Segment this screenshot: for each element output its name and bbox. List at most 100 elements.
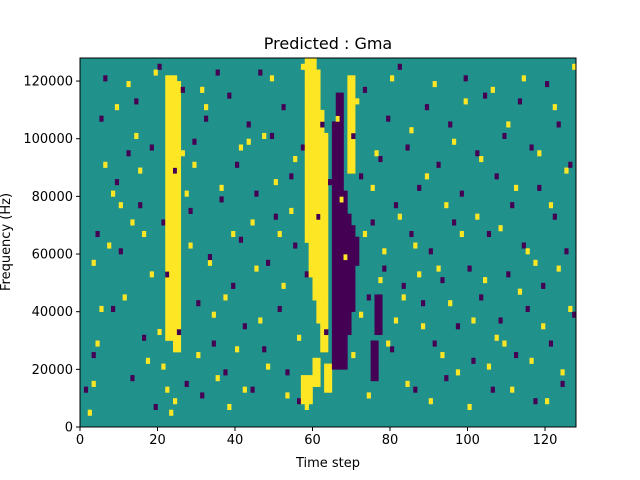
heatmap-cell-high	[169, 219, 174, 226]
heatmap-cell-low	[331, 179, 337, 186]
heatmap-cell-low	[347, 230, 352, 238]
heatmap-cell-low	[347, 288, 352, 295]
heatmap-cell-high	[324, 150, 329, 157]
heatmap-cell-high	[347, 161, 352, 168]
heatmap-cell-low	[254, 190, 259, 197]
heatmap-cell-high	[176, 179, 182, 186]
heatmap-cell-low	[192, 138, 197, 145]
heatmap-cell-low	[331, 300, 337, 307]
heatmap-cell-high	[184, 190, 189, 197]
heatmap-cell-high	[401, 294, 406, 301]
heatmap-cell-high	[300, 386, 306, 393]
heatmap-cell-high	[328, 363, 333, 370]
heatmap-cell-high	[238, 144, 244, 151]
heatmap-cell-low	[428, 248, 433, 255]
heatmap-cell-low	[331, 311, 337, 318]
heatmap-cell-high	[304, 161, 309, 168]
heatmap-cell-high	[176, 317, 182, 324]
heatmap-cell-high	[308, 392, 313, 399]
heatmap-cell-high	[165, 127, 170, 134]
heatmap-cell-high	[176, 311, 182, 318]
heatmap-cell-high	[304, 225, 309, 232]
heatmap-plot-area	[79, 57, 577, 428]
heatmap-cell-low	[347, 311, 352, 318]
heatmap-cell-high	[176, 98, 182, 105]
heatmap-cell-high	[304, 386, 309, 393]
heatmap-cell-high	[308, 380, 313, 387]
heatmap-cell-high	[304, 92, 309, 99]
y-tick-label: 40000	[32, 305, 73, 320]
heatmap-cell-high	[161, 363, 166, 370]
heatmap-cell-low	[378, 328, 383, 336]
heatmap-cell-low	[351, 271, 356, 278]
heatmap-cell-high	[320, 282, 325, 289]
heatmap-cell-high	[556, 265, 561, 272]
heatmap-cell-high	[471, 317, 476, 324]
heatmap-cell-low	[343, 230, 348, 238]
heatmap-cell-high	[316, 115, 321, 122]
heatmap-cell-high	[455, 369, 461, 376]
heatmap-cell-low	[359, 173, 364, 180]
heatmap-cell-high	[304, 179, 309, 186]
heatmap-cell-high	[475, 213, 480, 220]
heatmap-cell-low	[331, 271, 337, 278]
heatmap-cell-high	[254, 265, 259, 272]
heatmap-cell-low	[347, 294, 352, 301]
heatmap-cell-high	[316, 121, 321, 128]
heatmap-cell-low	[347, 323, 352, 330]
heatmap-cell-high	[304, 156, 309, 163]
heatmap-cell-low	[173, 167, 178, 174]
heatmap-cell-high	[312, 150, 317, 157]
heatmap-cell-low	[219, 196, 224, 203]
heatmap-cell-high	[312, 167, 317, 174]
heatmap-cell-high	[347, 127, 352, 134]
heatmap-cell-low	[331, 265, 337, 272]
heatmap-cell-low	[351, 225, 356, 232]
heatmap-cell-high	[308, 138, 313, 145]
heatmap-cell-low	[343, 202, 348, 209]
heatmap-cell-low	[339, 357, 344, 364]
heatmap-cell-high	[176, 167, 182, 174]
heatmap-cell-low	[374, 363, 379, 370]
heatmap-cell-low	[339, 346, 344, 353]
heatmap-cell-high	[165, 179, 170, 186]
heatmap-cell-high	[304, 213, 309, 220]
heatmap-cell-low	[424, 104, 430, 111]
heatmap-cell-high	[169, 334, 174, 341]
heatmap-cell-high	[304, 104, 309, 111]
heatmap-cell-low	[339, 167, 344, 174]
heatmap-cell-high	[99, 305, 104, 312]
heatmap-cell-high	[494, 334, 499, 341]
heatmap-cell-low	[331, 328, 337, 336]
heatmap-cell-low	[339, 271, 344, 278]
heatmap-cell-low	[331, 352, 337, 359]
heatmap-cell-high	[312, 161, 317, 168]
heatmap-cell-high	[320, 230, 325, 238]
heatmap-cell-high	[525, 248, 530, 255]
heatmap-cell-low	[374, 311, 379, 318]
heatmap-cell-high	[91, 259, 96, 266]
heatmap-cell-high	[169, 81, 174, 88]
heatmap-cell-high	[308, 265, 313, 272]
heatmap-cell-high	[308, 104, 313, 111]
heatmap-cell-high	[304, 115, 309, 122]
heatmap-cell-high	[165, 219, 170, 226]
heatmap-cell-high	[316, 317, 321, 324]
heatmap-cell-high	[424, 173, 430, 180]
y-tick-label: 20000	[32, 363, 73, 378]
heatmap-cell-low	[339, 254, 344, 261]
heatmap-cell-high	[176, 190, 182, 197]
heatmap-cell-low	[331, 150, 337, 157]
heatmap-cell-high	[122, 294, 127, 301]
heatmap-cell-low	[339, 104, 344, 111]
heatmap-cell-high	[320, 138, 325, 145]
heatmap-cell-high	[173, 213, 178, 220]
heatmap-cell-high	[165, 282, 170, 289]
heatmap-cell-low	[335, 167, 340, 174]
heatmap-cell-high	[320, 259, 325, 266]
heatmap-cell-high	[502, 340, 507, 347]
heatmap-cell-high	[176, 132, 182, 140]
heatmap-cell-high	[413, 242, 418, 249]
heatmap-cell-low	[339, 265, 344, 272]
heatmap-cell-low	[188, 207, 193, 214]
